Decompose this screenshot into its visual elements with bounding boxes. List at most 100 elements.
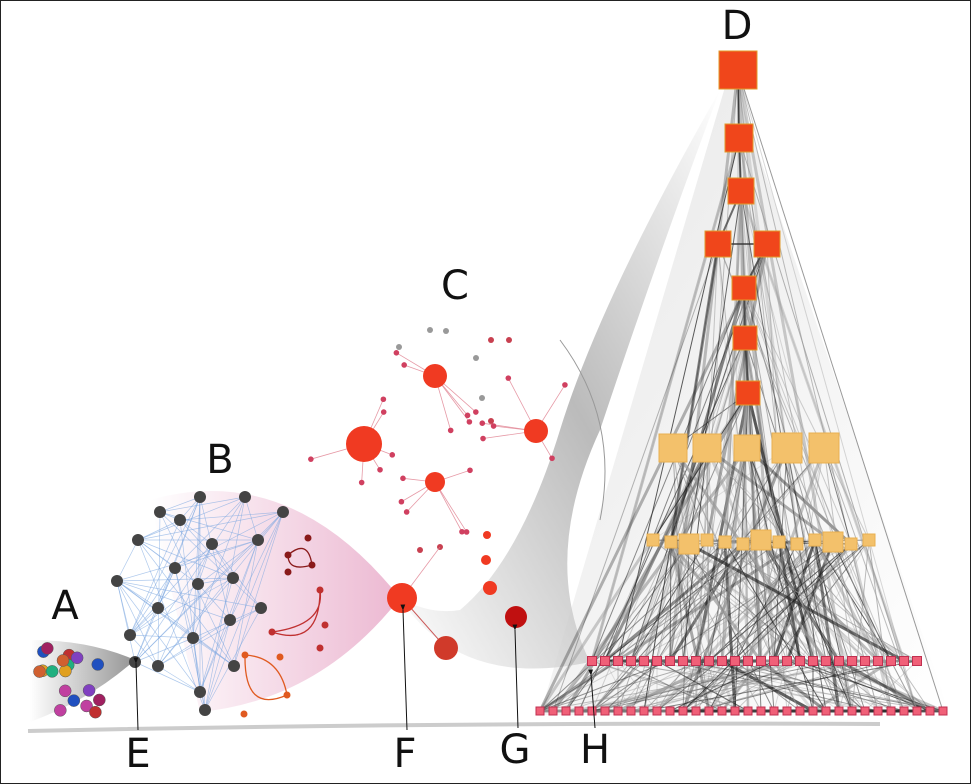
edge [179,519,201,693]
node [473,409,479,415]
edge [656,543,744,662]
node [400,475,406,482]
node [506,337,512,343]
edge [551,447,749,712]
edge [737,69,918,712]
node [227,572,239,584]
node [790,537,804,551]
node [873,706,883,716]
edge [137,539,199,585]
edge [192,637,235,667]
node [132,534,144,546]
node [860,706,870,716]
edge [736,69,854,712]
node [425,472,445,492]
edge [129,634,159,667]
node [308,456,314,462]
edge [617,660,658,712]
edge [630,337,746,712]
node [524,419,548,443]
node [691,656,701,666]
node [717,706,727,716]
node [886,706,896,716]
node [70,651,84,665]
node [731,275,757,301]
edge [604,660,944,712]
edge [772,660,815,712]
edge [643,243,719,712]
node [316,644,324,652]
edge [682,543,690,712]
edge [565,660,723,712]
edge [137,539,234,579]
pointer-f [400,604,408,731]
edge [717,243,892,662]
node [480,435,486,442]
edge [204,607,262,711]
node [54,704,67,717]
node [860,656,870,666]
node [308,561,316,569]
node [152,602,164,614]
edge [742,447,825,545]
node [129,656,141,668]
edge [244,496,259,541]
edge [668,69,740,662]
edge [617,659,723,713]
funnel [30,640,135,722]
edge [630,660,853,712]
edge [578,337,746,712]
edge [604,542,744,663]
node [316,586,324,594]
edge [708,243,768,712]
networks [33,50,948,719]
pointer-h [588,669,596,729]
label: C [441,263,469,309]
edge [723,190,743,543]
edge [229,511,284,621]
edge [134,496,246,663]
node [912,706,922,716]
node [769,656,779,666]
node [664,535,678,549]
edge [743,287,852,545]
node [678,656,688,666]
node [750,529,772,551]
node [194,491,206,503]
node [535,706,545,716]
edge [539,660,814,712]
node [91,658,105,671]
node [847,706,857,716]
edge [695,660,879,712]
edge [192,583,199,639]
node [808,706,818,716]
edge [742,543,931,712]
node [403,509,410,515]
edge [814,539,892,662]
node [730,656,740,666]
edge [736,69,815,662]
edge [229,539,259,621]
label: G [500,727,531,773]
edge [670,541,762,712]
node [488,337,494,343]
edge [129,634,194,639]
node [587,656,597,666]
edge [825,660,892,712]
edge [669,660,775,712]
edge [617,539,708,662]
edge [864,660,918,712]
edge [786,447,825,662]
node [639,656,649,666]
node [358,479,365,486]
edge [179,519,234,579]
node [646,533,660,547]
node [756,706,766,716]
edge [565,543,690,712]
edge [814,539,892,712]
node [743,656,753,666]
node [665,706,675,716]
node [795,656,805,666]
node [56,654,70,667]
